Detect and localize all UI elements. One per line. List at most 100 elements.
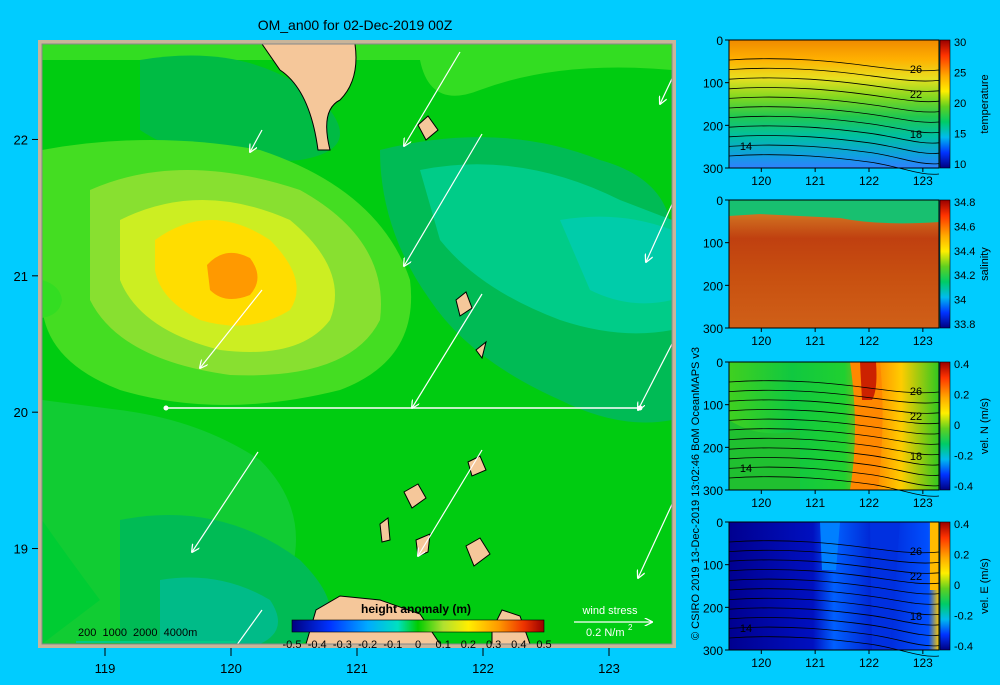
panel-x-tick-label: 123 [913, 334, 933, 348]
isotherm-line [728, 569, 940, 585]
isotherm-line [728, 154, 940, 175]
panel-colorbar-tick: -0.4 [954, 641, 973, 653]
isotherm-line [728, 588, 940, 605]
credit-text: © CSIRO 2019 13-Dec-2019 13:02:46 BoM Oc… [690, 347, 702, 640]
isotherm-line [728, 115, 940, 134]
isotherm-line [728, 540, 940, 554]
isotherm-line [728, 135, 940, 154]
panel-y-tick-label: 300 [703, 644, 723, 658]
map-x-tick-label: 121 [346, 661, 368, 676]
panel-colorbar-tick: 0 [954, 420, 960, 432]
panel-colorbar-tick: 20 [954, 98, 966, 110]
panel-x-tick-label: 122 [859, 496, 879, 510]
isotherm-line [728, 437, 940, 456]
panel-colorbar-tick: 30 [954, 37, 966, 49]
panel-ylabel: vel. E (m/s) [979, 558, 991, 614]
isotherm-line [728, 447, 940, 466]
contour-label: 18 [910, 451, 922, 463]
isotherm-line [728, 617, 940, 636]
colorbar-tick-label: -0.2 [358, 639, 377, 651]
panel-x-tick-label: 122 [859, 656, 879, 670]
panel-x-tick-label: 120 [751, 334, 771, 348]
panel-colorbar-tick: 34.2 [954, 270, 975, 282]
colorbar-title: height anomaly (m) [361, 602, 471, 616]
panel-colorbar-tick: 33.8 [954, 319, 975, 331]
panel-colorbar-tick: 34.4 [954, 246, 975, 258]
depth-scale-label: 200 1000 2000 4000m [78, 627, 197, 639]
side-panel-axes: 120 121 122 123 0 100 200 300 30 25 20 15 10 temperat… [703, 34, 991, 670]
isotherm-line [728, 87, 940, 103]
map-x-tick-label: 122 [472, 661, 494, 676]
isotherm-line [728, 106, 940, 123]
panel-colorbar-tick: 15 [954, 129, 966, 141]
panel-y-tick-label: 300 [703, 162, 723, 176]
panel-ylabel: vel. N (m/s) [979, 398, 991, 454]
panel-ylabel: temperature [979, 74, 991, 133]
contour-label: 22 [910, 571, 922, 583]
isotherm-line [728, 144, 940, 165]
panel-y-tick-label: 0 [716, 34, 723, 48]
vel-e-panel: 26 22 18 14 [728, 521, 951, 657]
panel-y-tick-label: 100 [703, 77, 723, 91]
isotherm-line [728, 607, 940, 626]
contour-label: 18 [910, 129, 922, 141]
panel-x-tick-label: 123 [913, 174, 933, 188]
colorbar-tick-label: -0.4 [308, 639, 327, 651]
map-y-tick-label: 19 [14, 542, 28, 557]
isotherm-line [728, 399, 940, 414]
panel-x-tick-label: 120 [751, 496, 771, 510]
panel-colorbar-tick: 0.4 [954, 519, 969, 531]
panel-colorbar-tick: 10 [954, 159, 966, 171]
panel-x-tick-label: 120 [751, 174, 771, 188]
isotherm-line [728, 559, 940, 574]
panel-colorbar-tick: 34 [954, 295, 966, 307]
height-anomaly-field [42, 44, 672, 644]
isotherm-line [728, 636, 940, 657]
temperature-contours: 26 22 18 14 [728, 58, 940, 175]
panel-colorbar-tick: -0.2 [954, 451, 973, 463]
isotherm-line [728, 626, 940, 647]
panel-y-tick-label: 300 [703, 484, 723, 498]
panel-x-tick-label: 123 [913, 496, 933, 510]
colorbar-ticks: -0.5 -0.4 -0.3 -0.2 -0.1 0 0.1 0.2 0.3 0.4 0.5 [283, 639, 552, 651]
map-panel [38, 40, 676, 648]
panel-y-tick-label: 0 [716, 194, 723, 208]
contour-label: 26 [910, 546, 922, 558]
panel-ylabel: salinity [979, 247, 991, 281]
panel-y-tick-label: 200 [703, 441, 723, 455]
colorbar-tick-label: 0.2 [461, 639, 476, 651]
panel-y-tick-label: 200 [703, 601, 723, 615]
panel-x-tick-label: 121 [805, 174, 825, 188]
panel-colorbar-tick: 0 [954, 580, 960, 592]
colorbar-tick-label: -0.5 [283, 639, 302, 651]
panel-colorbar-tick: 34.8 [954, 197, 975, 209]
isotherm-line [728, 125, 940, 144]
isotherm-line [728, 58, 940, 72]
vel-n-contours: 26 22 18 14 [728, 380, 940, 497]
map-y-tick-label: 21 [14, 269, 28, 284]
temperature-panel: 26 22 18 14 [728, 39, 951, 175]
map-y-tick-label: 22 [14, 132, 28, 147]
salinity-panel [728, 199, 951, 329]
isotherm-line [728, 457, 940, 476]
map-x-axis: 119 120 121 122 123 [95, 648, 620, 676]
panel-x-tick-label: 122 [859, 174, 879, 188]
panel-x-tick-label: 121 [805, 656, 825, 670]
isotherm-line [728, 428, 940, 445]
wind-legend-title: wind stress [581, 605, 638, 617]
contour-label: 22 [910, 89, 922, 101]
panel-y-tick-label: 100 [703, 237, 723, 251]
panel-y-tick-label: 100 [703, 399, 723, 413]
panel-y-tick-label: 300 [703, 322, 723, 336]
contour-label: 18 [910, 611, 922, 623]
isotherm-line [728, 77, 940, 92]
panel-colorbar-tick: 34.6 [954, 221, 975, 233]
isotherm-line [728, 466, 940, 487]
vel-n-panel: 26 22 18 14 [728, 361, 951, 497]
colorbar-tick-label: 0 [415, 639, 421, 651]
panel-x-tick-label: 122 [859, 334, 879, 348]
contour-label: 14 [740, 623, 752, 635]
wind-legend-value: 0.2 N/m [586, 627, 625, 639]
